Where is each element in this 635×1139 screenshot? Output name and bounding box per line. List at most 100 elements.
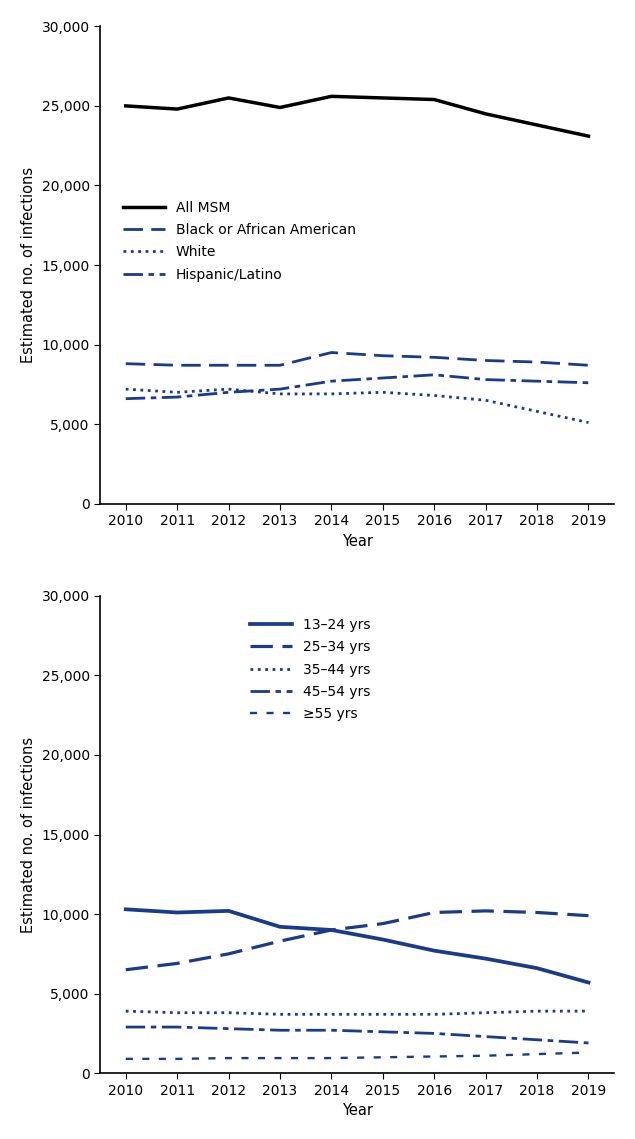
Legend: 13–24 yrs, 25–34 yrs, 35–44 yrs, 45–54 yrs, ≥55 yrs: 13–24 yrs, 25–34 yrs, 35–44 yrs, 45–54 y… xyxy=(244,613,376,727)
45–54 yrs xyxy=(482,1030,490,1043)
Hispanic/Latino xyxy=(225,385,232,399)
25–34 yrs xyxy=(122,962,130,976)
X-axis label: Year: Year xyxy=(342,1104,373,1118)
White xyxy=(122,383,130,396)
All MSM xyxy=(482,107,490,121)
All MSM xyxy=(328,90,335,104)
Legend: All MSM, Black or African American, White, Hispanic/Latino: All MSM, Black or African American, Whit… xyxy=(117,195,361,287)
25–34 yrs xyxy=(533,906,541,919)
Line: Hispanic/Latino: Hispanic/Latino xyxy=(126,375,589,399)
35–44 yrs xyxy=(276,1008,284,1022)
13–24 yrs xyxy=(122,902,130,916)
Black or African American xyxy=(276,359,284,372)
≥55 yrs xyxy=(122,1052,130,1066)
Hispanic/Latino xyxy=(482,372,490,386)
≥55 yrs xyxy=(379,1050,387,1064)
45–54 yrs xyxy=(328,1024,335,1038)
X-axis label: Year: Year xyxy=(342,534,373,549)
Black or African American xyxy=(379,349,387,362)
Hispanic/Latino xyxy=(173,391,181,404)
All MSM xyxy=(379,91,387,105)
Line: All MSM: All MSM xyxy=(126,97,589,137)
Black or African American xyxy=(533,355,541,369)
35–44 yrs xyxy=(585,1005,592,1018)
All MSM xyxy=(225,91,232,105)
13–24 yrs xyxy=(431,944,438,958)
White xyxy=(276,387,284,401)
All MSM xyxy=(276,100,284,114)
45–54 yrs xyxy=(379,1025,387,1039)
Hispanic/Latino xyxy=(533,375,541,388)
≥55 yrs xyxy=(585,1046,592,1059)
Hispanic/Latino xyxy=(585,376,592,390)
White xyxy=(533,404,541,418)
All MSM xyxy=(431,92,438,106)
13–24 yrs xyxy=(173,906,181,919)
45–54 yrs xyxy=(533,1033,541,1047)
≥55 yrs xyxy=(225,1051,232,1065)
35–44 yrs xyxy=(225,1006,232,1019)
35–44 yrs xyxy=(482,1006,490,1019)
25–34 yrs xyxy=(379,917,387,931)
≥55 yrs xyxy=(431,1050,438,1064)
All MSM xyxy=(122,99,130,113)
All MSM xyxy=(585,130,592,144)
Black or African American xyxy=(482,353,490,367)
Black or African American xyxy=(122,357,130,370)
25–34 yrs xyxy=(585,909,592,923)
13–24 yrs xyxy=(328,923,335,936)
Line: 35–44 yrs: 35–44 yrs xyxy=(126,1011,589,1015)
35–44 yrs xyxy=(533,1005,541,1018)
White xyxy=(379,385,387,399)
Black or African American xyxy=(431,351,438,364)
Line: Black or African American: Black or African American xyxy=(126,353,589,366)
Hispanic/Latino xyxy=(122,392,130,405)
13–24 yrs xyxy=(276,920,284,934)
≥55 yrs xyxy=(276,1051,284,1065)
25–34 yrs xyxy=(328,923,335,936)
25–34 yrs xyxy=(225,947,232,960)
35–44 yrs xyxy=(328,1008,335,1022)
45–54 yrs xyxy=(173,1021,181,1034)
13–24 yrs xyxy=(482,952,490,966)
White xyxy=(225,383,232,396)
Black or African American xyxy=(173,359,181,372)
Hispanic/Latino xyxy=(379,371,387,385)
Black or African American xyxy=(585,359,592,372)
Black or African American xyxy=(225,359,232,372)
Black or African American xyxy=(328,346,335,360)
≥55 yrs xyxy=(482,1049,490,1063)
≥55 yrs xyxy=(533,1047,541,1060)
35–44 yrs xyxy=(379,1008,387,1022)
Hispanic/Latino xyxy=(431,368,438,382)
≥55 yrs xyxy=(328,1051,335,1065)
45–54 yrs xyxy=(276,1024,284,1038)
Y-axis label: Estimated no. of infections: Estimated no. of infections xyxy=(21,167,36,363)
25–34 yrs xyxy=(173,957,181,970)
45–54 yrs xyxy=(585,1036,592,1050)
Line: ≥55 yrs: ≥55 yrs xyxy=(126,1052,589,1059)
White xyxy=(585,416,592,429)
35–44 yrs xyxy=(173,1006,181,1019)
All MSM xyxy=(533,118,541,132)
13–24 yrs xyxy=(533,961,541,975)
Line: White: White xyxy=(126,390,589,423)
Line: 13–24 yrs: 13–24 yrs xyxy=(126,909,589,983)
Line: 25–34 yrs: 25–34 yrs xyxy=(126,911,589,969)
45–54 yrs xyxy=(122,1021,130,1034)
Hispanic/Latino xyxy=(328,375,335,388)
13–24 yrs xyxy=(585,976,592,990)
13–24 yrs xyxy=(225,904,232,918)
Line: 45–54 yrs: 45–54 yrs xyxy=(126,1027,589,1043)
Hispanic/Latino xyxy=(276,383,284,396)
Y-axis label: Estimated no. of infections: Estimated no. of infections xyxy=(21,737,36,933)
25–34 yrs xyxy=(276,934,284,948)
White xyxy=(173,385,181,399)
45–54 yrs xyxy=(431,1026,438,1040)
45–54 yrs xyxy=(225,1022,232,1035)
35–44 yrs xyxy=(122,1005,130,1018)
White xyxy=(431,388,438,402)
13–24 yrs xyxy=(379,933,387,947)
All MSM xyxy=(173,103,181,116)
25–34 yrs xyxy=(482,904,490,918)
